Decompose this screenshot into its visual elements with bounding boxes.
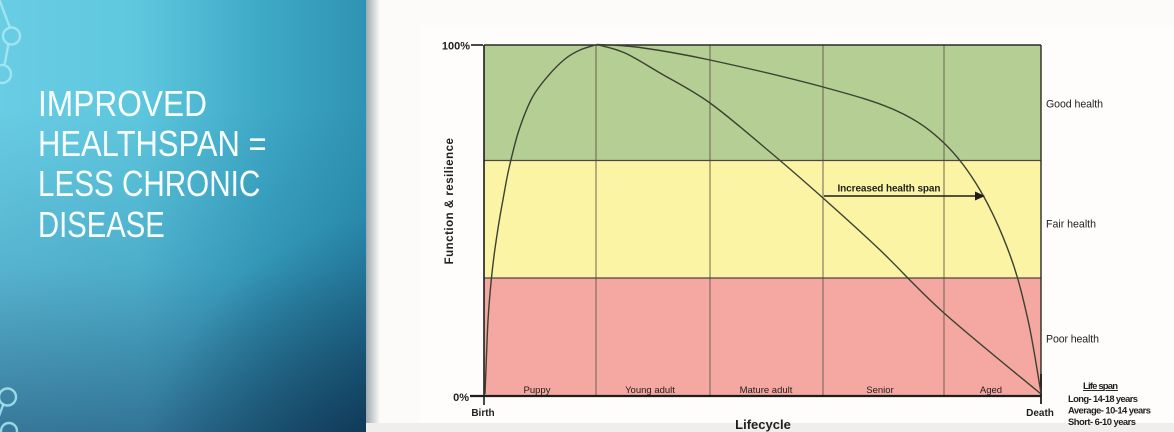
svg-text:Life span: Life span <box>1083 381 1118 392</box>
svg-text:Poor health: Poor health <box>1046 334 1099 346</box>
svg-text:Mature adult: Mature adult <box>740 385 793 396</box>
svg-text:Long- 14-18 years: Long- 14-18 years <box>1068 393 1138 404</box>
svg-text:Puppy: Puppy <box>524 385 551 396</box>
svg-text:Average- 10-14 years: Average- 10-14 years <box>1068 405 1151 416</box>
svg-text:0%: 0% <box>453 392 469 404</box>
svg-text:Death: Death <box>1026 408 1054 419</box>
svg-text:Function & resilience: Function & resilience <box>444 138 456 265</box>
svg-text:Good health: Good health <box>1046 99 1103 111</box>
svg-text:Short- 6-10 years: Short- 6-10 years <box>1068 416 1136 427</box>
svg-text:Fair health: Fair health <box>1046 219 1096 231</box>
svg-text:Senior: Senior <box>866 385 893 396</box>
svg-text:Birth: Birth <box>471 408 494 419</box>
svg-text:Young adult: Young adult <box>625 385 675 396</box>
svg-text:Increased health span: Increased health span <box>838 184 941 195</box>
svg-text:100%: 100% <box>442 41 470 53</box>
svg-text:Lifecycle: Lifecycle <box>735 417 791 432</box>
svg-text:Aged: Aged <box>980 385 1002 396</box>
